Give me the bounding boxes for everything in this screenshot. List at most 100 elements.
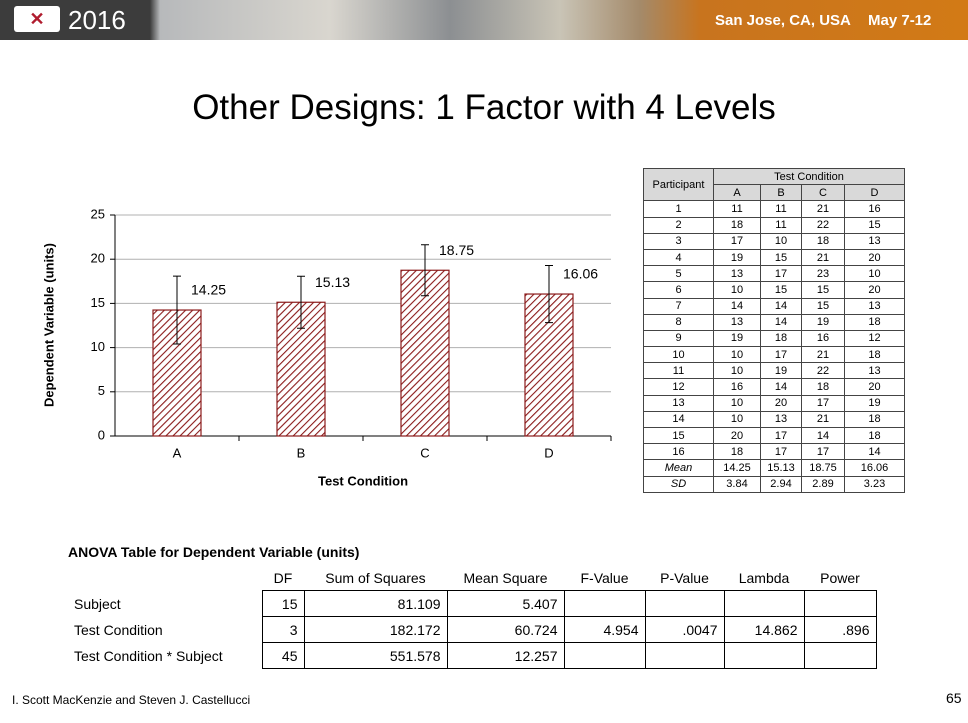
table-cell: 14 <box>761 314 802 330</box>
table-cell: 18 <box>845 411 905 427</box>
table-cell: 15 <box>802 282 845 298</box>
table-cell: 15 <box>644 428 714 444</box>
anova-cell <box>724 591 804 617</box>
table-cell: 13 <box>644 395 714 411</box>
anova-cell: 3 <box>262 617 304 643</box>
table-cell: 21 <box>802 347 845 363</box>
y-axis-label: Dependent Variable (units) <box>41 243 56 407</box>
table-cell: 20 <box>761 395 802 411</box>
table-cell: SD <box>644 476 714 492</box>
table-cell: 17 <box>802 444 845 460</box>
table-cell: 15.13 <box>761 460 802 476</box>
table-cell: 14 <box>845 444 905 460</box>
anova-cell <box>645 591 724 617</box>
table-cell: 16.06 <box>845 460 905 476</box>
anova-row-label: Subject <box>68 591 262 617</box>
table-cell: 6 <box>644 282 714 298</box>
table-cell: 11 <box>761 201 802 217</box>
anova-cell <box>804 591 876 617</box>
anova-cell <box>564 643 645 669</box>
table-cell: 3 <box>644 233 714 249</box>
table-cell: 21 <box>802 249 845 265</box>
table-cell: 12 <box>644 379 714 395</box>
table-row: 1110192213 <box>644 363 905 379</box>
table-row: 218112215 <box>644 217 905 233</box>
table-cell: 18 <box>845 347 905 363</box>
anova-cell: .0047 <box>645 617 724 643</box>
header-cell: Participant <box>644 169 714 201</box>
anova-column-header: Lambda <box>724 566 804 591</box>
x-tick-label: C <box>420 445 429 460</box>
table-cell: 14 <box>714 298 761 314</box>
table-cell: 13 <box>845 363 905 379</box>
anova-row: Test Condition * Subject45551.57812.257 <box>68 643 876 669</box>
table-cell: 7 <box>644 298 714 314</box>
table-cell: 16 <box>802 330 845 346</box>
x-tick-label: D <box>544 445 553 460</box>
table-cell: 16 <box>845 201 905 217</box>
anova-cell <box>564 591 645 617</box>
table-cell: 22 <box>802 363 845 379</box>
anova-cell: 551.578 <box>304 643 447 669</box>
table-cell: 15 <box>802 298 845 314</box>
table-cell: 15 <box>761 249 802 265</box>
table-cell: 10 <box>714 363 761 379</box>
table-cell: 18 <box>761 330 802 346</box>
table-cell: 8 <box>644 314 714 330</box>
table-cell: 14.25 <box>714 460 761 476</box>
anova-column-header: F-Value <box>564 566 645 591</box>
table-cell: 1 <box>644 201 714 217</box>
table-cell: 20 <box>714 428 761 444</box>
table-cell: 20 <box>845 379 905 395</box>
table-cell: Mean <box>644 460 714 476</box>
y-tick-label: 15 <box>91 295 105 310</box>
table-cell: 10 <box>644 347 714 363</box>
table-cell: 21 <box>802 201 845 217</box>
table-row: 1216141820 <box>644 379 905 395</box>
anova-cell: 182.172 <box>304 617 447 643</box>
page-number: 65 <box>946 690 962 706</box>
anova-column-header: Power <box>804 566 876 591</box>
anova-row-label: Test Condition * Subject <box>68 643 262 669</box>
table-cell: 12 <box>845 330 905 346</box>
x-tick-label: A <box>173 445 182 460</box>
anova-cell: 4.954 <box>564 617 645 643</box>
value-label: 14.25 <box>191 282 226 298</box>
table-cell: 14 <box>761 298 802 314</box>
anova-row: Test Condition3182.17260.7244.954.004714… <box>68 617 876 643</box>
table-cell: 21 <box>802 411 845 427</box>
table-cell: 19 <box>845 395 905 411</box>
table-cell: 3.84 <box>714 476 761 492</box>
column-header: D <box>845 185 905 201</box>
table-cell: 20 <box>845 282 905 298</box>
table-cell: 14 <box>802 428 845 444</box>
table-cell: 22 <box>802 217 845 233</box>
column-header: C <box>802 185 845 201</box>
table-cell: 10 <box>761 233 802 249</box>
table-cell: 11 <box>714 201 761 217</box>
value-label: 18.75 <box>439 242 474 258</box>
table-cell: 18 <box>845 428 905 444</box>
dates: May 7-12 <box>868 12 931 29</box>
anova-cell: 15 <box>262 591 304 617</box>
table-cell: 18.75 <box>802 460 845 476</box>
y-tick-label: 10 <box>91 339 105 354</box>
anova-cell <box>645 643 724 669</box>
table-cell: 3.23 <box>845 476 905 492</box>
table-cell: 14 <box>644 411 714 427</box>
anova-cell: 12.257 <box>447 643 564 669</box>
y-tick-label: 25 <box>91 206 105 221</box>
anova-cell <box>724 643 804 669</box>
table-row: 111112116 <box>644 201 905 217</box>
table-cell: 16 <box>714 379 761 395</box>
anova-corner <box>68 566 262 591</box>
table-cell: 10 <box>714 395 761 411</box>
table-cell: 2 <box>644 217 714 233</box>
anova-cell: 5.407 <box>447 591 564 617</box>
